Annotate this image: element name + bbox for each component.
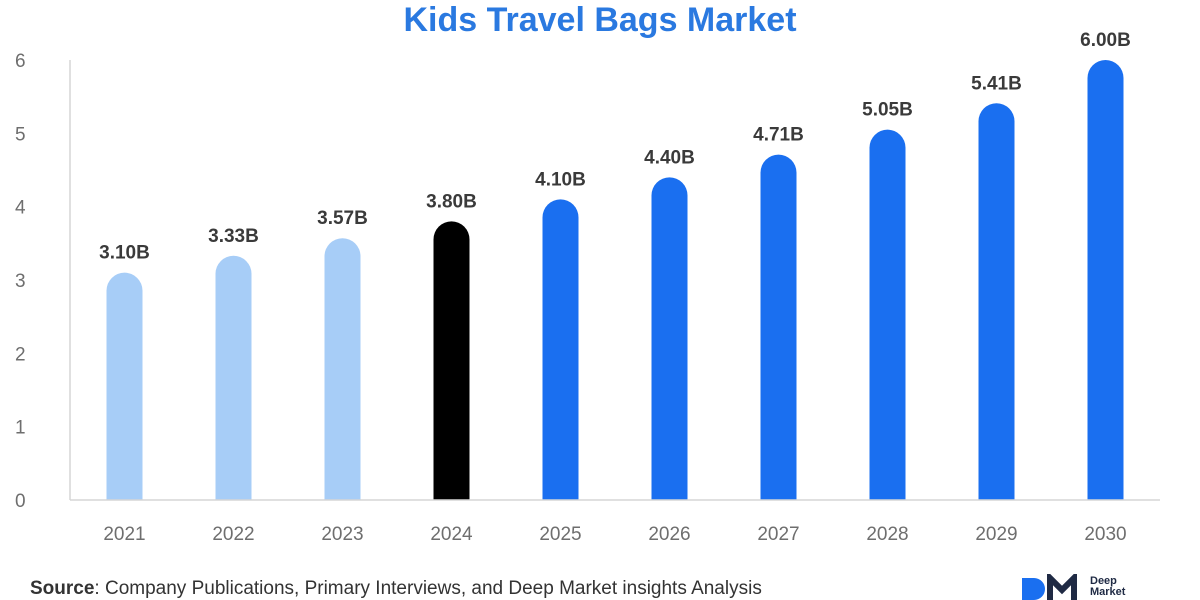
bars: 3.10B 3.33B 3.57B 3.80B 4.10B 4.40B 4.71B 5.05B… xyxy=(99,30,1131,501)
x-tick-label-2026: 2026 xyxy=(648,524,690,545)
data-label-2021: 3.10B xyxy=(99,243,150,264)
dmi-logo-icon xyxy=(1022,574,1077,600)
data-label-2029: 5.41B xyxy=(971,73,1022,94)
data-label-2030: 6.00B xyxy=(1080,30,1131,51)
bar-2025 xyxy=(542,199,579,501)
x-tick-label-2023: 2023 xyxy=(321,524,363,545)
data-label-2028: 5.05B xyxy=(862,100,913,121)
brand-line-1: Deep xyxy=(1090,575,1117,587)
data-label-2026: 4.40B xyxy=(644,147,695,168)
bar-2023 xyxy=(324,238,361,501)
brand-line-2: Market xyxy=(1090,586,1126,598)
x-tick-label-2028: 2028 xyxy=(866,524,908,545)
source-text: : Company Publications, Primary Intervie… xyxy=(94,578,762,599)
y-tick-label: 1 xyxy=(15,418,26,439)
data-label-2027: 4.71B xyxy=(753,125,804,146)
x-tick-label-2027: 2027 xyxy=(757,524,799,545)
x-tick-label-2024: 2024 xyxy=(430,524,473,545)
x-tick-label-2029: 2029 xyxy=(975,524,1017,545)
data-label-2022: 3.33B xyxy=(208,226,259,247)
bar-2022 xyxy=(215,255,252,500)
brand-text: Deep Market xyxy=(1090,576,1125,598)
x-tick-label-2025: 2025 xyxy=(539,524,581,545)
data-label-2025: 4.10B xyxy=(535,169,586,190)
x-tick-label-2022: 2022 xyxy=(212,524,254,545)
bar-2029 xyxy=(978,103,1015,501)
y-tick-label: 3 xyxy=(15,271,26,292)
bar-2021 xyxy=(106,272,143,500)
y-tick-label: 2 xyxy=(15,344,26,365)
data-label-2024: 3.80B xyxy=(426,191,477,212)
y-tick-label: 4 xyxy=(15,198,26,219)
source-note: Source: Company Publications, Primary In… xyxy=(30,578,762,600)
y-tick-label: 0 xyxy=(15,491,26,512)
y-tick-label: 6 xyxy=(15,51,26,72)
bar-2027 xyxy=(760,154,797,500)
x-tick-label-2021: 2021 xyxy=(103,524,145,545)
data-label-2023: 3.57B xyxy=(317,208,368,229)
bar-2024 xyxy=(433,221,470,501)
bar-2028 xyxy=(869,129,906,500)
x-tick-label-2030: 2030 xyxy=(1084,524,1126,545)
y-tick-label: 5 xyxy=(15,124,26,145)
bar-2026 xyxy=(651,177,688,501)
chart-title: Kids Travel Bags Market xyxy=(403,1,797,39)
y-axis: 0 1 2 3 4 5 6 xyxy=(15,51,71,512)
x-axis: 2021 2022 2023 2024 2025 2026 2027 2028 2029 2030 xyxy=(70,499,1160,545)
bar-2030 xyxy=(1087,60,1124,501)
source-label: Source xyxy=(30,578,95,599)
